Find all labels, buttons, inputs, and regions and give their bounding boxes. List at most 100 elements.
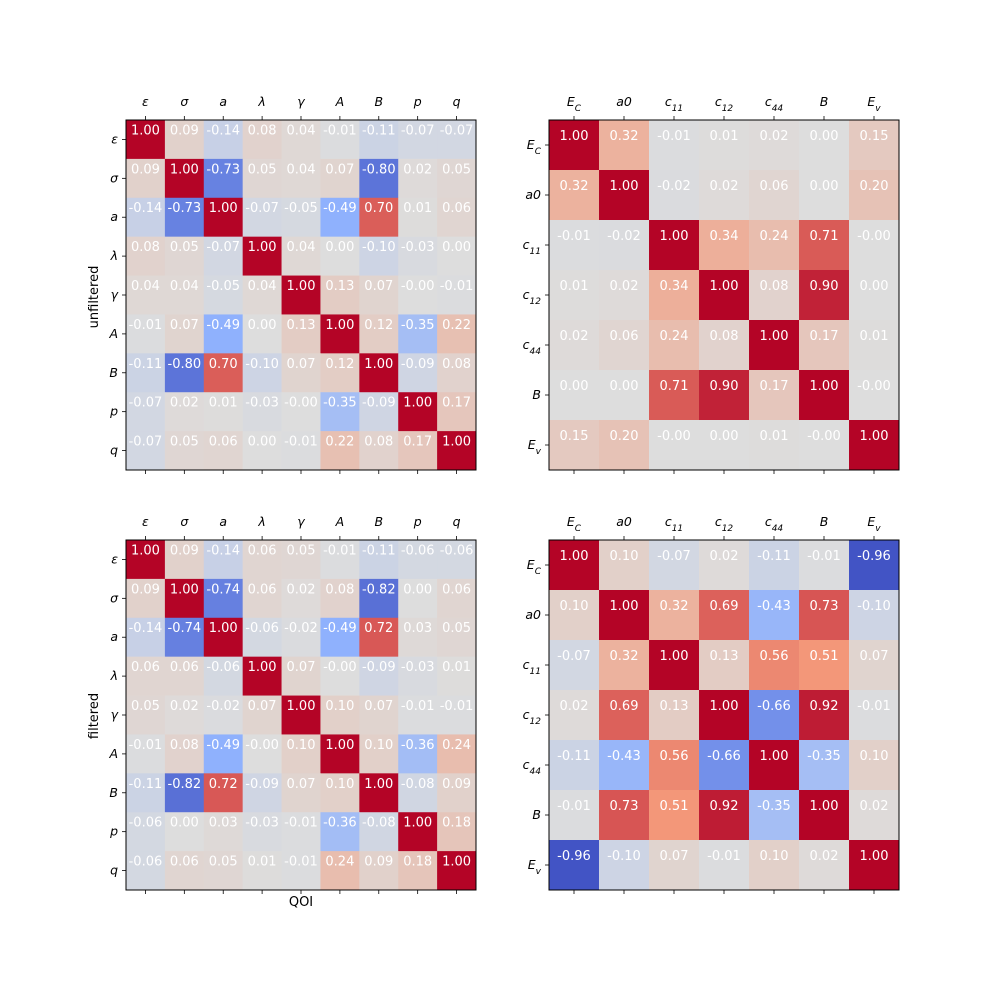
cell-value-label: 0.01: [442, 660, 471, 675]
cell-value-label: -0.14: [129, 621, 163, 636]
cell-value-label: -0.66: [757, 699, 791, 714]
heatmap-cell: [320, 656, 360, 696]
heatmap-cell: [649, 320, 700, 371]
cell-value-label: 1.00: [287, 279, 316, 294]
cell-value-label: -0.49: [323, 621, 357, 636]
heatmap-cell: [359, 236, 399, 276]
cell-value-label: 0.12: [364, 318, 393, 333]
cell-value-label: 0.10: [325, 777, 354, 792]
heatmap-cell: [320, 540, 360, 580]
heatmap-cell: [281, 851, 321, 891]
heatmap-cell: [437, 158, 477, 199]
cell-value-label: 0.01: [248, 855, 277, 870]
x-tick-label: p: [413, 514, 422, 529]
heatmap-cell: [649, 270, 700, 321]
heatmap-cell: [320, 695, 360, 735]
cell-value-label: 0.05: [248, 162, 277, 177]
heatmap-cell: [281, 314, 321, 354]
heatmap-cell: [126, 695, 166, 735]
x-tick-label: c11: [665, 514, 683, 534]
cell-value-label: -0.49: [206, 738, 240, 753]
x-tick-label: Ev: [867, 94, 881, 114]
x-tick-label: λ: [257, 94, 265, 109]
heatmap-cell: [437, 851, 477, 891]
cell-value-label: -0.49: [206, 318, 240, 333]
cell-value-label: -0.00: [857, 379, 891, 394]
heatmap-cell: [242, 236, 282, 276]
heatmap-cell: [281, 236, 321, 276]
heatmap-cell: [359, 695, 399, 735]
cell-value-label: -0.00: [323, 660, 357, 675]
heatmap-cell: [749, 790, 800, 841]
cell-value-label: 0.01: [710, 129, 739, 144]
heatmap-cell: [549, 690, 600, 741]
cell-value-label: -0.01: [707, 849, 741, 864]
heatmap-cell: [599, 220, 650, 271]
cell-value-label: -0.00: [245, 738, 279, 753]
heatmap-cell: [398, 392, 438, 432]
heatmap-cell: [164, 812, 205, 852]
heatmap-cell: [699, 120, 750, 171]
heatmap-cell: [164, 392, 205, 432]
cell-value-label: 0.20: [610, 429, 639, 444]
cell-value-label: 0.01: [860, 329, 889, 344]
cell-value-label: 0.92: [710, 799, 739, 814]
heatmap-cell: [599, 740, 650, 791]
heatmap-cell: [549, 790, 600, 841]
x-tick-label: c44: [765, 514, 784, 534]
heatmap-cell: [203, 851, 244, 891]
heatmap-cell: [126, 812, 166, 852]
heatmap-cell: [359, 392, 399, 432]
y-tick-label: a: [110, 629, 118, 644]
heatmap-cell: [549, 840, 600, 891]
x-axis-title: QOI: [289, 895, 313, 910]
cell-value-label: -0.07: [206, 240, 240, 255]
heatmap-cell: [849, 590, 900, 641]
x-tick-label: B: [374, 514, 383, 529]
cell-value-label: 0.01: [560, 279, 589, 294]
cell-value-label: 0.02: [710, 549, 739, 564]
heatmap-cell: [437, 314, 477, 354]
cell-value-label: 0.04: [287, 240, 316, 255]
y-tick-label: λ: [110, 248, 118, 263]
heatmap-cell: [749, 640, 800, 691]
cell-value-label: -0.14: [206, 123, 240, 138]
heatmap-cell: [849, 540, 900, 591]
row-label-unfiltered: unfiltered: [87, 266, 102, 329]
cell-value-label: -0.07: [245, 201, 279, 216]
y-tick-label: p: [109, 824, 118, 839]
heatmap-cell: [398, 540, 438, 580]
cell-value-label: 0.32: [610, 129, 639, 144]
cell-value-label: 0.08: [710, 329, 739, 344]
cell-value-label: 0.17: [760, 379, 789, 394]
cell-value-label: 0.00: [442, 240, 471, 255]
cell-value-label: 0.02: [560, 699, 589, 714]
heatmap-cell: [281, 695, 321, 735]
cell-value-label: -0.14: [206, 543, 240, 558]
heatmap-cell: [599, 690, 650, 741]
heatmap-cell: [281, 773, 321, 813]
cell-value-label: -0.80: [362, 162, 396, 177]
heatmap-cell: [849, 740, 900, 791]
cell-value-label: 1.00: [170, 582, 199, 597]
heatmap-cell: [242, 120, 282, 160]
heatmap-cell: [649, 420, 700, 471]
heatmap-cell: [164, 158, 205, 199]
cell-value-label: 0.90: [710, 379, 739, 394]
x-tick-label: γ: [297, 514, 305, 529]
cell-value-label: -0.10: [607, 849, 641, 864]
heatmap-cell: [203, 392, 244, 432]
heatmap-cell: [849, 640, 900, 691]
cell-value-label: 1.00: [810, 799, 839, 814]
heatmap-cell: [699, 270, 750, 321]
heatmap-cell: [281, 656, 321, 696]
heatmap-cell: [242, 656, 282, 696]
heatmap-cell: [849, 120, 900, 171]
x-tick-label: p: [413, 94, 422, 109]
heatmap-unfiltered-qoi: 1.00 0.09 -0.14 0.08 0.04 -0.01 -0.11 -0.07 -0.0…: [108, 94, 477, 474]
cell-value-label: -0.01: [323, 543, 357, 558]
heatmap-cell: [649, 790, 700, 841]
y-tick-label: σ: [110, 590, 119, 605]
heatmap-cell: [359, 540, 399, 580]
heatmap-cell: [203, 236, 244, 276]
